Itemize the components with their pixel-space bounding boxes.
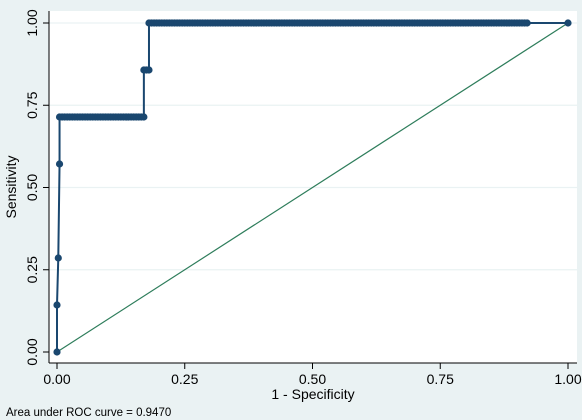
y-tick-label-2: 0.50: [24, 174, 40, 201]
roc-point-40: [145, 66, 153, 74]
y-tick-label-0: 0.00: [24, 338, 40, 365]
x-tick-label-4: 1.00: [554, 371, 581, 387]
x-tick-label-2: 0.50: [299, 371, 326, 387]
reference-line: [56, 22, 569, 353]
y-tick-label-1: 0.25: [24, 256, 40, 283]
roc-point-37: [140, 113, 148, 121]
roc-point-190: [564, 19, 572, 27]
auc-note: Area under ROC curve = 0.9470: [6, 407, 171, 419]
roc-points: [53, 19, 572, 356]
x-tick-label-0: 0.00: [43, 371, 70, 387]
roc-point-189: [523, 19, 531, 27]
y-tick-label-4: 1.00: [24, 9, 40, 36]
x-axis-ticks: 0.00 0.25 0.50 0.75 1.00: [43, 363, 582, 387]
y-axis-ticks: 0.00 0.25 0.50 0.75 1.00: [24, 9, 49, 366]
roc-point-1: [53, 301, 61, 309]
roc-point-0: [53, 348, 61, 356]
x-tick-label-1: 0.25: [171, 371, 198, 387]
x-axis-title: 1 - Specificity: [271, 386, 354, 402]
y-axis-title: Sensitivity: [3, 155, 19, 218]
x-tick-label-3: 0.75: [427, 371, 454, 387]
roc-point-3: [55, 160, 64, 168]
y-tick-label-3: 0.75: [24, 91, 40, 118]
roc-point-2: [54, 254, 62, 262]
